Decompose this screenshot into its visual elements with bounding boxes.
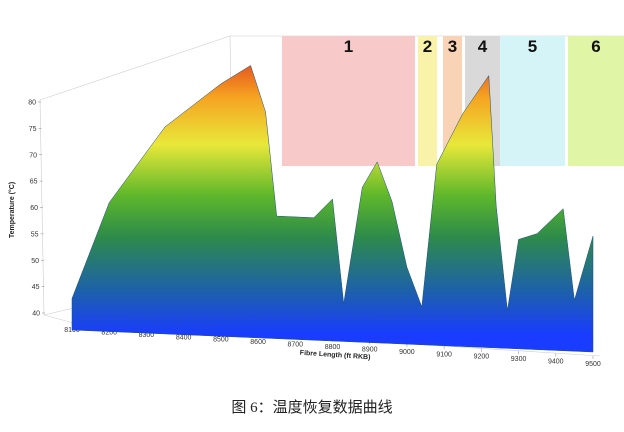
- y-tick-label: 40: [32, 311, 40, 318]
- y-tick-label: 80: [28, 100, 36, 107]
- y-tick-label: 65: [30, 179, 38, 186]
- x-tick-label: 8300: [139, 332, 155, 339]
- x-tick-label: 9500: [585, 361, 601, 368]
- x-tick-label: 8900: [362, 346, 378, 353]
- x-tick-label: 8600: [250, 339, 266, 346]
- x-tick-label: 9200: [474, 354, 490, 361]
- x-tick-label: 9300: [511, 356, 527, 363]
- zone-band: [500, 36, 565, 166]
- axes: 40 45 50 55 60 65 70 75 80 8100 8200 8300 8400 8500 86…: [28, 100, 601, 369]
- x-tick-label: 8100: [64, 327, 80, 334]
- caption: 图 6：温度恢复数据曲线: [231, 398, 392, 416]
- zone-label: 5: [528, 37, 537, 56]
- x-tick-label: 8500: [213, 337, 229, 344]
- zone-band: [282, 36, 415, 166]
- surface: [71, 65, 594, 353]
- y-axis-label: Temperature (°C): [8, 182, 16, 238]
- x-tick-label: 8700: [287, 342, 303, 349]
- x-tick-label: 8400: [176, 334, 192, 341]
- y-tick-label: 55: [31, 231, 39, 238]
- zone-label: 6: [591, 37, 600, 56]
- zone-label: 3: [448, 37, 457, 56]
- zone-band: [418, 36, 437, 166]
- y-tick-label: 70: [29, 152, 37, 159]
- x-tick-label: 9000: [399, 349, 415, 356]
- x-tick-label: 8200: [101, 329, 117, 336]
- x-tick-label: 9100: [436, 351, 452, 358]
- x-tick-label: 9400: [548, 359, 564, 366]
- zone-label: 4: [478, 37, 488, 56]
- zone-band: [568, 36, 624, 166]
- zone-label: 1: [344, 37, 353, 56]
- x-axis-label: Fibre Length (ft RKB): [300, 350, 371, 362]
- y-tick-label: 60: [30, 205, 38, 212]
- x-tick-label: 8800: [325, 344, 341, 351]
- y-tick-label: 45: [32, 284, 40, 291]
- y-tick-label: 75: [29, 126, 37, 133]
- temperature-surface: [71, 65, 594, 353]
- y-tick-label: 50: [31, 258, 39, 265]
- zone-label: 2: [423, 37, 432, 56]
